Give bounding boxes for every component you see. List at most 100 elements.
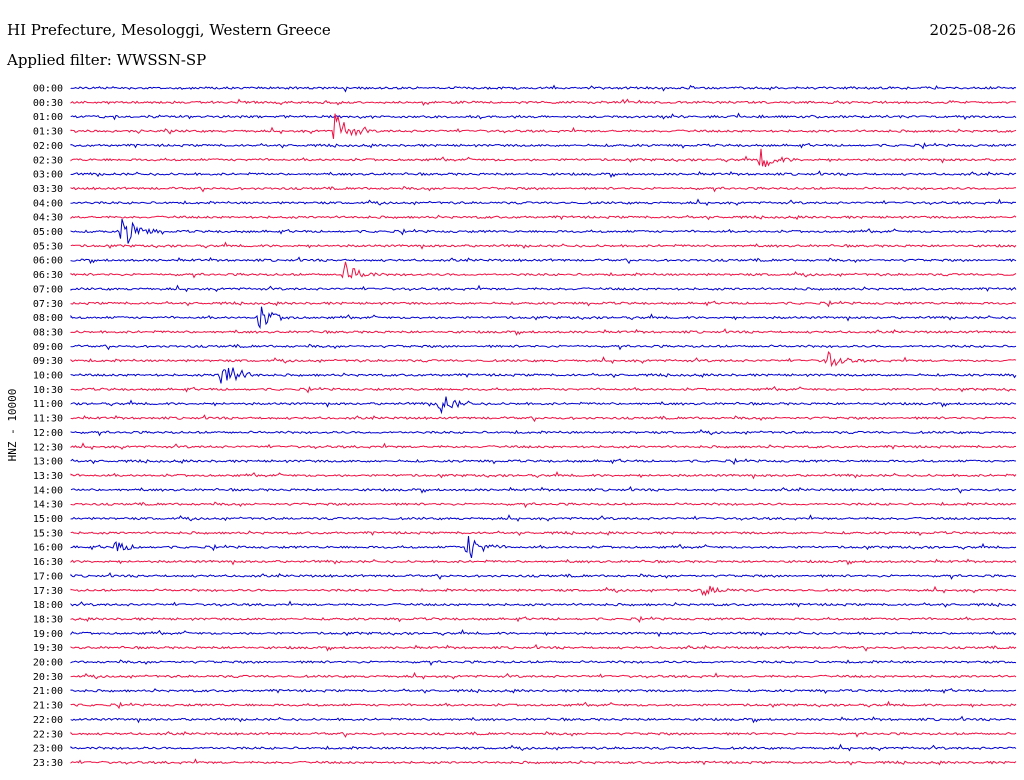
row-time-label: 20:30 (33, 672, 63, 683)
row-time-label: 05:30 (33, 241, 63, 252)
trace-line (70, 585, 1017, 597)
row-time-label: 22:30 (33, 729, 63, 740)
row-time-label: 20:00 (33, 658, 63, 669)
row-time-label: 21:00 (33, 686, 63, 697)
row-time-label: 23:00 (33, 744, 63, 755)
row-time-label: 00:00 (33, 84, 63, 95)
row-time-label: 18:00 (33, 600, 63, 611)
date-label: 2025-08-26 (929, 21, 1016, 39)
trace-line (70, 367, 1017, 384)
trace-line (70, 148, 1017, 168)
trace-line (70, 758, 1017, 766)
trace-line (70, 643, 1017, 652)
trace-line (70, 185, 1016, 193)
row-time-label: 04:00 (33, 198, 63, 209)
row-time-label: 22:00 (33, 715, 63, 726)
trace-line (70, 218, 1017, 244)
trace-line (70, 730, 1017, 738)
trace-line (70, 429, 1017, 437)
row-time-label: 03:30 (33, 184, 63, 195)
row-time-label: 17:00 (33, 571, 63, 582)
row-time-label: 02:30 (33, 155, 63, 166)
trace-line (70, 214, 1017, 221)
row-time-label: 15:30 (33, 528, 63, 539)
row-time-label: 06:30 (33, 270, 63, 281)
trace-line (70, 170, 1017, 179)
trace-line (70, 514, 1017, 522)
row-time-label: 11:00 (33, 399, 63, 410)
trace-line (70, 615, 1017, 624)
trace-line (70, 112, 1017, 121)
row-time-label: 12:00 (33, 428, 63, 439)
row-time-label: 18:30 (33, 614, 63, 625)
trace-line (70, 442, 1017, 451)
row-time-label: 10:00 (33, 371, 63, 382)
trace-line (70, 743, 1017, 752)
trace-line (70, 328, 1017, 336)
row-time-label: 07:00 (33, 284, 63, 295)
trace-line (70, 535, 1017, 559)
row-time-label: 15:00 (33, 514, 63, 525)
trace-line (70, 396, 1017, 415)
trace-line (70, 241, 1017, 250)
trace-line (70, 485, 1017, 494)
trace-line (70, 530, 1017, 537)
row-time-label: 02:00 (33, 141, 63, 152)
row-time-label: 10:30 (33, 385, 63, 396)
chart-title: HI Prefecture, Mesologgi, Western Greece (7, 21, 331, 39)
row-time-label: 13:30 (33, 471, 63, 482)
row-time-label: 08:30 (33, 327, 63, 338)
row-time-label: 16:30 (33, 557, 63, 568)
trace-line (70, 671, 1017, 680)
trace-line (70, 113, 1017, 139)
trace-line (70, 306, 1017, 330)
trace-line (70, 142, 1017, 150)
row-time-label: 19:00 (33, 629, 63, 640)
row-time-label: 14:00 (33, 485, 63, 496)
trace-line (70, 343, 1017, 351)
trace-line (70, 457, 1017, 466)
row-time-label: 01:30 (33, 127, 63, 138)
trace-line (70, 600, 1017, 608)
row-time-label: 05:00 (33, 227, 63, 238)
trace-line (70, 688, 1017, 695)
row-time-label: 13:00 (33, 457, 63, 468)
trace-line (70, 299, 1016, 308)
row-time-label: 09:00 (33, 342, 63, 353)
trace-line (70, 261, 1017, 279)
trace-line (70, 351, 1017, 368)
row-time-label: 07:30 (33, 299, 63, 310)
row-time-label: 14:30 (33, 500, 63, 511)
trace-line (70, 715, 1017, 724)
trace-line (70, 501, 1017, 509)
row-time-label: 03:00 (33, 170, 63, 181)
y-axis-label: HNZ - 10000 (6, 389, 19, 462)
trace-line (70, 628, 1017, 638)
row-time-label: 21:30 (33, 701, 63, 712)
row-time-label: 17:30 (33, 586, 63, 597)
trace-line (70, 414, 1017, 423)
row-time-label: 16:00 (33, 543, 63, 554)
row-time-label: 19:30 (33, 643, 63, 654)
trace-line (70, 572, 1017, 580)
trace-line (70, 198, 1016, 207)
row-time-label: 23:30 (33, 758, 63, 769)
row-time-label: 01:00 (33, 112, 63, 123)
trace-line (70, 256, 1017, 265)
trace-line (70, 700, 1017, 710)
row-time-label: 08:00 (33, 313, 63, 324)
trace-line (70, 558, 1017, 566)
trace-line (70, 471, 1017, 480)
trace-line (70, 98, 1017, 107)
trace-line (70, 659, 1017, 667)
row-time-label: 11:30 (33, 414, 63, 425)
trace-line (70, 385, 1017, 394)
row-time-label: 09:30 (33, 356, 63, 367)
row-time-label: 00:30 (33, 98, 63, 109)
filter-label: Applied filter: WWSSN-SP (7, 51, 207, 69)
row-time-label: 04:30 (33, 213, 63, 224)
row-time-label: 06:00 (33, 256, 63, 267)
trace-line (70, 284, 1017, 293)
trace-line (70, 84, 1017, 93)
